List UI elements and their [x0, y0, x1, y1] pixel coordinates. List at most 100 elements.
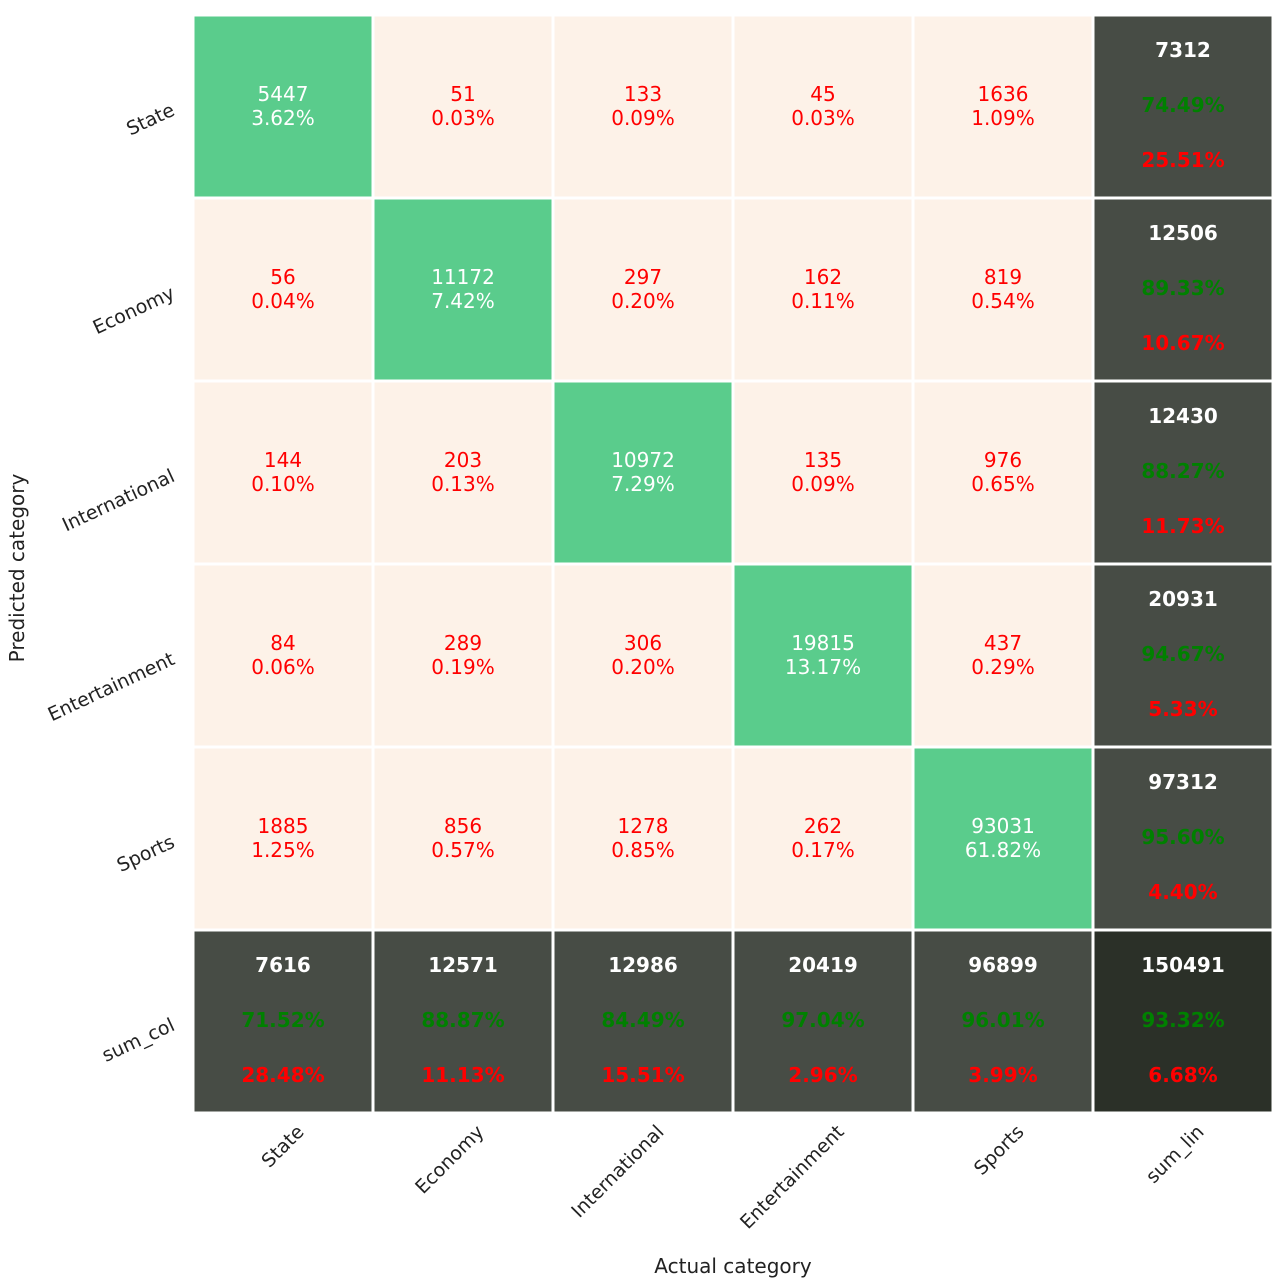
cell-count: 84	[270, 631, 295, 655]
total-correct-percent: 94.67%	[1141, 642, 1224, 666]
total-correct-percent: 88.87%	[421, 1008, 504, 1032]
cell-count: 1278	[618, 814, 669, 838]
cell-count: 144	[264, 448, 302, 472]
cell-count: 437	[984, 631, 1022, 655]
cell-percent: 61.82%	[965, 838, 1041, 862]
total-error-percent: 2.96%	[788, 1063, 857, 1087]
total-correct-percent: 74.49%	[1141, 93, 1224, 117]
cell-percent: 0.09%	[791, 472, 855, 496]
total-error-percent: 15.51%	[601, 1063, 684, 1087]
y-tick-label: International	[59, 465, 178, 536]
cell-percent: 0.09%	[611, 106, 675, 130]
total-cell	[911, 928, 1095, 1115]
cell-count: 93031	[971, 814, 1035, 838]
x-tick-label: Economy	[411, 1121, 488, 1198]
cell-percent: 3.62%	[251, 106, 315, 130]
total-cell	[191, 928, 375, 1115]
matrix-cell	[371, 379, 555, 566]
total-correct-percent: 96.01%	[961, 1008, 1044, 1032]
total-count: 20931	[1148, 587, 1218, 611]
diagonal-cell	[191, 13, 375, 200]
matrix-cell	[371, 562, 555, 749]
cell-count: 289	[444, 631, 482, 655]
total-error-percent: 28.48%	[241, 1063, 324, 1087]
total-error-percent: 5.33%	[1148, 697, 1217, 721]
cell-count: 10972	[611, 448, 675, 472]
cell-percent: 0.85%	[611, 838, 675, 862]
cell-percent: 1.25%	[251, 838, 315, 862]
cell-count: 133	[624, 82, 662, 106]
cell-percent: 13.17%	[785, 655, 861, 679]
cell-percent: 0.10%	[251, 472, 315, 496]
total-count: 97312	[1148, 770, 1218, 794]
cell-count: 1636	[978, 82, 1029, 106]
cell-percent: 0.20%	[611, 289, 675, 313]
total-cell	[1091, 196, 1275, 383]
matrix-cell	[371, 13, 555, 200]
cell-count: 262	[804, 814, 842, 838]
cell-count: 56	[270, 265, 295, 289]
cell-count: 976	[984, 448, 1022, 472]
cell-percent: 0.29%	[971, 655, 1035, 679]
x-axis-title: Actual category	[654, 1254, 812, 1278]
total-cell	[731, 928, 915, 1115]
y-axis-title: Predicted category	[5, 474, 29, 663]
total-count: 150491	[1141, 953, 1225, 977]
total-count: 12506	[1148, 221, 1218, 245]
total-error-percent: 4.40%	[1148, 880, 1217, 904]
cell-count: 19815	[791, 631, 855, 655]
y-tick-label: Sports	[114, 831, 178, 877]
total-correct-percent: 97.04%	[781, 1008, 864, 1032]
x-tick-label: sum_lin	[1142, 1121, 1209, 1188]
cell-count: 297	[624, 265, 662, 289]
cell-percent: 0.20%	[611, 655, 675, 679]
total-correct-percent: 89.33%	[1141, 276, 1224, 300]
cell-percent: 0.11%	[791, 289, 855, 313]
x-tick-label: Entertainment	[736, 1121, 849, 1234]
total-correct-percent: 88.27%	[1141, 459, 1224, 483]
matrix-cell	[731, 196, 915, 383]
total-correct-percent: 95.60%	[1141, 825, 1224, 849]
cell-count: 819	[984, 265, 1022, 289]
matrix-cell	[731, 379, 915, 566]
y-tick-label: Economy	[90, 282, 179, 339]
matrix-cell	[191, 745, 375, 932]
total-error-percent: 6.68%	[1148, 1063, 1217, 1087]
total-correct-percent: 93.32%	[1141, 1008, 1224, 1032]
total-correct-percent: 71.52%	[241, 1008, 324, 1032]
cell-percent: 7.29%	[611, 472, 675, 496]
total-cell	[1091, 379, 1275, 566]
cell-percent: 0.17%	[791, 838, 855, 862]
matrix-cell	[191, 562, 375, 749]
cell-count: 1885	[258, 814, 309, 838]
cell-count: 51	[450, 82, 475, 106]
total-cell	[1091, 745, 1275, 932]
diagonal-cell	[731, 562, 915, 749]
cell-percent: 0.13%	[431, 472, 495, 496]
y-tick-label: Entertainment	[45, 648, 179, 726]
grand-total-cell	[1091, 928, 1275, 1115]
matrix-cell	[551, 13, 735, 200]
x-tick-label: State	[257, 1121, 308, 1172]
y-tick-label: sum_col	[99, 1014, 178, 1067]
x-tick-label: Sports	[970, 1121, 1029, 1180]
matrix-cell	[551, 745, 735, 932]
cell-count: 306	[624, 631, 662, 655]
total-count: 12986	[608, 953, 678, 977]
total-correct-percent: 84.49%	[601, 1008, 684, 1032]
cell-percent: 0.57%	[431, 838, 495, 862]
x-tick-label: International	[567, 1121, 668, 1222]
cell-percent: 7.42%	[431, 289, 495, 313]
cell-count: 135	[804, 448, 842, 472]
cell-count: 5447	[258, 82, 309, 106]
total-count: 96899	[968, 953, 1038, 977]
total-cell	[1091, 13, 1275, 200]
cell-count: 856	[444, 814, 482, 838]
cell-percent: 0.03%	[791, 106, 855, 130]
cell-percent: 0.65%	[971, 472, 1035, 496]
total-error-percent: 3.99%	[968, 1063, 1037, 1087]
total-count: 12571	[428, 953, 498, 977]
cell-percent: 0.03%	[431, 106, 495, 130]
cell-percent: 1.09%	[971, 106, 1035, 130]
